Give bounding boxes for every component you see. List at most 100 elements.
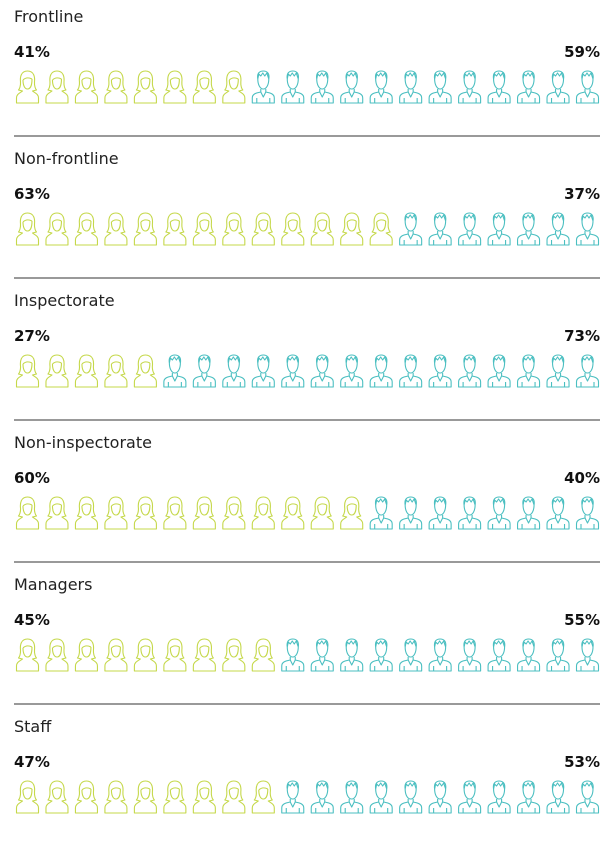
male-icon (546, 212, 570, 246)
male-icon (192, 354, 216, 388)
female-icon (104, 638, 128, 672)
female-icon (104, 70, 128, 104)
male-icon (575, 212, 600, 246)
female-icon (369, 212, 393, 246)
female-icon (133, 70, 157, 104)
female-icon (222, 212, 246, 246)
female-icon (222, 496, 246, 530)
value-label: 41% (14, 43, 50, 61)
male-icon (458, 212, 482, 246)
male-icon (487, 70, 511, 104)
female-icon (192, 638, 216, 672)
male-icon (458, 638, 482, 672)
female-icon (45, 780, 69, 814)
male-icon (399, 780, 423, 814)
group-label: Frontline (14, 7, 83, 26)
male-icon (517, 496, 541, 530)
female-icon (192, 780, 216, 814)
male-icon (428, 780, 452, 814)
female-icon (15, 70, 40, 104)
female-icon (133, 780, 157, 814)
male-icon (251, 70, 275, 104)
female-icon (163, 496, 187, 530)
male-icon (428, 212, 452, 246)
male-icon (281, 638, 305, 672)
female-icon (340, 212, 364, 246)
female-icon (15, 212, 40, 246)
male-icon (487, 354, 511, 388)
female-icon (15, 638, 40, 672)
female-icon (74, 638, 98, 672)
female-icon (133, 496, 157, 530)
female-icon (15, 354, 40, 388)
value-label: 37% (564, 185, 600, 203)
female-icon (133, 638, 157, 672)
female-icon (104, 354, 128, 388)
male-icon (575, 354, 600, 388)
female-icon (192, 496, 216, 530)
female-icon (222, 638, 246, 672)
male-icon (546, 496, 570, 530)
female-icon (45, 638, 69, 672)
female-icon (104, 780, 128, 814)
value-label: 55% (564, 611, 600, 629)
male-icon (310, 354, 334, 388)
male-icon (458, 780, 482, 814)
female-icon (133, 212, 157, 246)
male-icon (340, 780, 364, 814)
group-label: Inspectorate (14, 291, 115, 310)
male-icon (340, 638, 364, 672)
female-icon (163, 70, 187, 104)
female-icon (281, 212, 305, 246)
female-icon (74, 496, 98, 530)
male-icon (428, 354, 452, 388)
male-icon (369, 496, 393, 530)
female-icon (251, 496, 275, 530)
male-icon (428, 496, 452, 530)
group-label: Non-inspectorate (14, 433, 152, 452)
male-icon (458, 354, 482, 388)
female-icon (163, 212, 187, 246)
female-icon (192, 70, 216, 104)
male-icon (487, 212, 511, 246)
male-icon (281, 70, 305, 104)
female-icon (74, 354, 98, 388)
male-icon (399, 496, 423, 530)
female-icon (15, 780, 40, 814)
male-icon (399, 212, 423, 246)
male-icon (517, 638, 541, 672)
male-icon (458, 70, 482, 104)
male-icon (163, 354, 187, 388)
female-icon (74, 70, 98, 104)
male-icon (575, 638, 600, 672)
female-icon (45, 496, 69, 530)
male-icon (369, 354, 393, 388)
male-icon (546, 70, 570, 104)
male-icon (575, 70, 600, 104)
female-icon (74, 212, 98, 246)
male-icon (517, 780, 541, 814)
male-icon (546, 354, 570, 388)
value-label: 40% (564, 469, 600, 487)
female-icon (310, 212, 334, 246)
male-icon (458, 496, 482, 530)
value-label: 47% (14, 753, 50, 771)
group-label: Managers (14, 575, 92, 594)
female-icon (15, 496, 40, 530)
female-icon (163, 638, 187, 672)
value-label: 60% (14, 469, 50, 487)
female-icon (251, 212, 275, 246)
male-icon (369, 70, 393, 104)
value-label: 59% (564, 43, 600, 61)
male-icon (369, 780, 393, 814)
male-icon (310, 638, 334, 672)
male-icon (428, 638, 452, 672)
female-icon (45, 354, 69, 388)
female-icon (45, 212, 69, 246)
female-icon (104, 496, 128, 530)
male-icon (487, 780, 511, 814)
male-icon (310, 70, 334, 104)
male-icon (369, 638, 393, 672)
female-icon (74, 780, 98, 814)
